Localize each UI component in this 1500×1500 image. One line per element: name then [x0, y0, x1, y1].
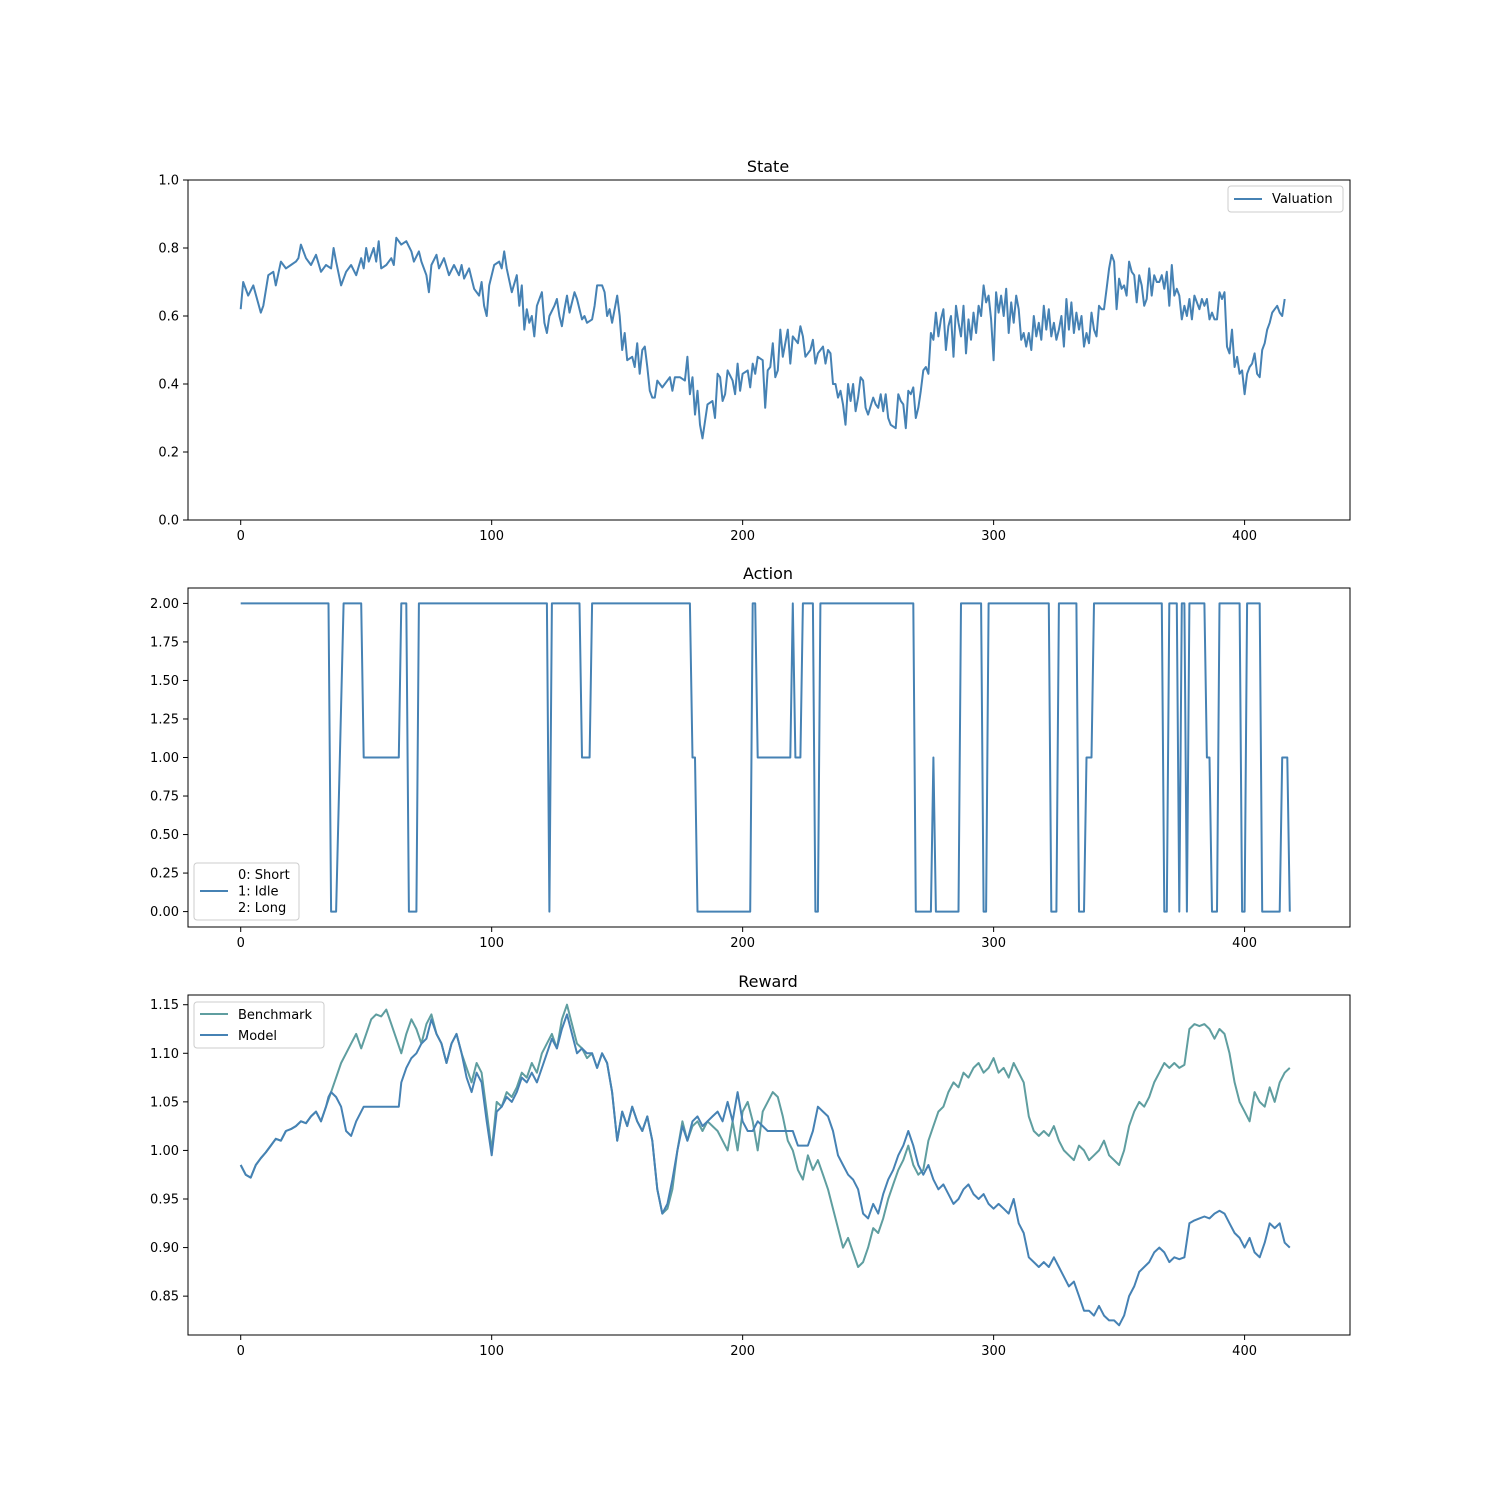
action-ytick-label: 2.00	[150, 597, 179, 612]
reward-ytick-label: 1.10	[150, 1047, 179, 1062]
action-panel: Action 0 100 200 300 400 0.00 0.25 0.50 0.75 1.00…	[150, 564, 1351, 951]
state-xtick-label: 100	[479, 529, 504, 544]
action-xtick-label: 0	[237, 936, 245, 951]
reward-series-model-line	[239, 1013, 1291, 1327]
state-title: State	[747, 157, 789, 176]
action-ytick-label: 0.00	[150, 905, 179, 920]
action-legend-label: 0: Short 1: Idle 2: Long	[238, 868, 290, 916]
reward-ytick-label: 1.05	[150, 1095, 179, 1110]
action-series-0-short-line	[240, 602, 1291, 913]
action-ytick-label: 0.25	[150, 867, 179, 882]
reward-ytick-label: 0.95	[150, 1193, 179, 1208]
reward-title: Reward	[738, 972, 798, 991]
reward-xtick-label: 300	[981, 1344, 1006, 1359]
reward-axes-frame	[187, 994, 1351, 1336]
reward-xtick-label: 200	[730, 1344, 755, 1359]
state-ytick-label: 0.0	[158, 514, 179, 529]
reward-series-benchmark-line	[239, 1003, 1291, 1268]
action-xtick-label: 100	[479, 936, 504, 951]
state-ytick-label: 0.2	[158, 446, 179, 461]
reward-panel: Reward 0 100 200 300 400 0.85 0.90 0.95 1.00 1.05…	[150, 972, 1351, 1359]
action-xtick-label: 200	[730, 936, 755, 951]
state-ytick-label: 1.0	[158, 174, 179, 189]
action-ytick-label: 0.75	[150, 790, 179, 805]
reward-legend: Benchmark Model	[193, 1001, 325, 1049]
reward-ytick-label: 0.85	[150, 1290, 179, 1305]
state-ytick-label: 0.6	[158, 310, 179, 325]
action-xtick-label: 300	[981, 936, 1006, 951]
reward-xtick-label: 0	[237, 1344, 245, 1359]
action-title: Action	[743, 564, 793, 583]
reward-xtick-label: 400	[1232, 1344, 1257, 1359]
state-xtick-label: 400	[1232, 529, 1257, 544]
state-panel: State 0 100 200 300 400 0.0 0.2 0.4 0.6 0.8 1.0 Va…	[158, 157, 1351, 544]
state-xtick-label: 200	[730, 529, 755, 544]
state-series-valuation-line	[239, 236, 1286, 440]
state-legend: Valuation	[1227, 185, 1344, 213]
state-axes-frame	[187, 179, 1351, 521]
reward-ytick-label: 1.00	[150, 1144, 179, 1159]
state-ytick-label: 0.8	[158, 242, 179, 257]
state-legend-valuation: Valuation	[1272, 192, 1333, 207]
state-xtick-label: 0	[237, 529, 245, 544]
state-ytick-label: 0.4	[158, 378, 179, 393]
action-ytick-label: 0.50	[150, 828, 179, 843]
action-xtick-label: 400	[1232, 936, 1257, 951]
action-legend-box	[193, 862, 300, 921]
reward-xtick-label: 100	[479, 1344, 504, 1359]
action-ytick-label: 1.00	[150, 751, 179, 766]
action-legend: 0: Short 1: Idle 2: Long	[193, 862, 300, 921]
reward-ytick-label: 1.15	[150, 998, 179, 1013]
reward-legend-model: Model	[238, 1029, 277, 1044]
reward-ytick-label: 0.90	[150, 1241, 179, 1256]
action-ytick-label: 1.25	[150, 712, 179, 727]
state-legend-box	[1227, 185, 1344, 213]
action-ytick-label: 1.75	[150, 635, 179, 650]
action-ytick-label: 1.50	[150, 674, 179, 689]
state-xtick-label: 300	[981, 529, 1006, 544]
reward-legend-benchmark: Benchmark	[238, 1008, 313, 1023]
